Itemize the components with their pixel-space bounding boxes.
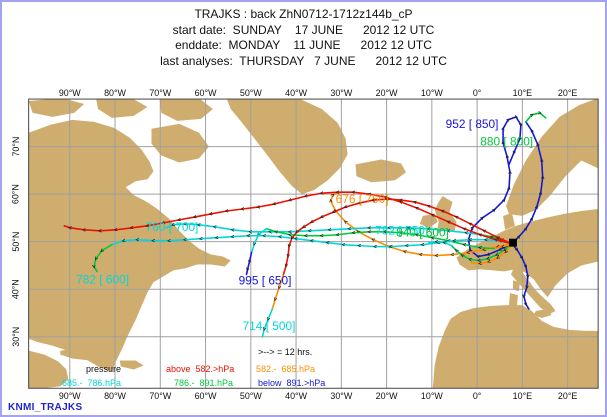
legend-arrow-note: >--> = 12 hrs. [258, 347, 313, 357]
legend-band-below-891: below 891.>hPa [258, 378, 326, 388]
landmass [60, 348, 116, 363]
trajectory-layer [63, 113, 547, 338]
lon-label-top: 10°W [421, 88, 443, 98]
traj-800-path [511, 121, 543, 245]
trajectory-label: 880 [ 800] [480, 135, 533, 149]
landmass [533, 309, 552, 318]
lon-label-top: 30°W [330, 88, 352, 98]
lon-label-top: 20°E [558, 88, 577, 98]
trajectory-label: 714 [ 500] [243, 319, 296, 333]
trajectory-label: 840 [ 600] [396, 226, 449, 240]
end-date-line: enddate: MONDAY 11 JUNE 2012 12 UTC [175, 38, 432, 52]
lon-label-bottom: 40°W [285, 391, 307, 401]
landmass [151, 123, 209, 163]
lat-label: 70°N [11, 137, 21, 157]
landmass [432, 305, 599, 389]
legend-band-786-891: 786.- 891.hPa [174, 378, 234, 388]
landmass [159, 99, 213, 121]
lon-label-bottom: 20°E [558, 391, 577, 401]
credit-text: KNMI_TRAJKS [8, 402, 83, 413]
landmass [509, 293, 518, 308]
trajectory-label: 952 [ 850] [446, 117, 499, 131]
lon-label-bottom: 10°E [513, 391, 532, 401]
legend-band-above-582: above 582.>hPa [166, 364, 235, 374]
landmass [28, 99, 85, 117]
lat-label: 30°N [11, 327, 21, 347]
lon-label-bottom: 50°W [240, 391, 262, 401]
lon-label-bottom: 30°W [330, 391, 352, 401]
lon-label-top: 50°W [240, 88, 262, 98]
lon-label-top: 40°W [285, 88, 307, 98]
landmass [506, 99, 599, 216]
lon-label-bottom: 0° [473, 391, 482, 401]
lon-label-bottom: 60°W [195, 391, 217, 401]
lat-label: 50°N [11, 232, 21, 252]
lon-label-bottom: 70°W [149, 391, 171, 401]
map-frame [28, 98, 599, 389]
legend-band-685-786: 685.- 786.hPa [62, 378, 122, 388]
traj-local-orange-path [470, 242, 513, 264]
lon-label-top: 60°W [195, 88, 217, 98]
trajectory-label: 782 [ 550] [375, 224, 428, 238]
traj-600-path [94, 243, 113, 273]
lon-label-bottom: 10°W [421, 391, 443, 401]
traj-local-loop-path [427, 242, 453, 247]
traj-800-path [525, 113, 547, 123]
start-date-line: start date: SUNDAY 17 JUNE 2012 12 UTC [172, 22, 435, 37]
lon-label-top: 90°W [59, 88, 81, 98]
lon-label-bottom: 80°W [104, 391, 126, 401]
landmass [119, 360, 144, 370]
plot-header: TRAJKS : back ZhN0712-1712z144b_cP start… [2, 7, 605, 69]
lon-label-top: 70°W [149, 88, 171, 98]
lon-label-top: 0° [473, 88, 482, 98]
lat-label: 40°N [11, 279, 21, 299]
lon-label-bottom: 90°W [59, 391, 81, 401]
traj-650-path [245, 251, 253, 276]
landmass [96, 99, 148, 118]
legend-pressure-label: pressure [86, 364, 122, 374]
lon-label-top: 20°W [376, 88, 398, 98]
landmass [28, 119, 231, 372]
plot-title: TRAJKS : back ZhN0712-1712z144b_cP [194, 7, 413, 21]
traj-local-med-path [511, 242, 530, 310]
traj-500-path [282, 199, 513, 277]
last-analyses-line: last analyses: THURSDAY 7 JUNE 2012 12 U… [160, 53, 447, 68]
traj-500-path [271, 274, 284, 310]
trajectory-label: 760 [ 700] [146, 220, 199, 234]
traj-500-path [261, 308, 274, 338]
lat-label: 60°N [11, 184, 21, 204]
lon-label-top: 80°W [104, 88, 126, 98]
trajectory-label: 676 [ 750] [336, 192, 389, 206]
start-point-marker [509, 238, 517, 247]
trajectory-label: 995 [ 650] [239, 273, 292, 287]
legend-band-582-685: 582.- 685.hPa [256, 364, 316, 374]
landmass [355, 159, 407, 183]
trajectory-label: 782 [ 600] [76, 272, 129, 286]
lon-label-bottom: 20°W [376, 391, 398, 401]
landmass [28, 350, 69, 389]
lon-label-top: 10°E [513, 88, 532, 98]
